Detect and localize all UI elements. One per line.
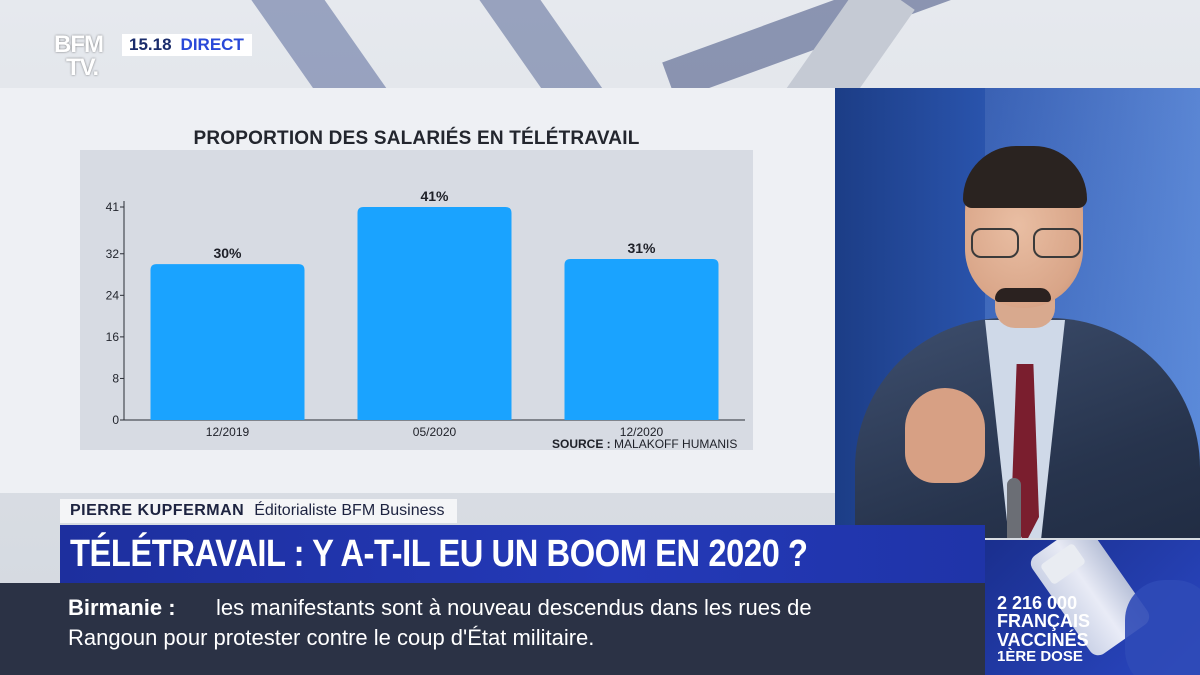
guest-name: PIERRE KUPFERMAN bbox=[70, 502, 245, 519]
data-label: 30% bbox=[213, 245, 242, 261]
y-tick-label: 16 bbox=[106, 330, 120, 344]
bar bbox=[564, 258, 719, 420]
ticker-topic-label: Birmanie bbox=[68, 595, 163, 620]
glove-icon bbox=[1125, 580, 1200, 675]
glasses-icon bbox=[971, 228, 1083, 258]
glasses-lens bbox=[1033, 228, 1081, 258]
logo-text-top: BFM bbox=[54, 31, 104, 58]
logo-text-bottom: TV. bbox=[66, 54, 99, 81]
bar bbox=[357, 207, 512, 420]
presenter-hand bbox=[905, 388, 985, 483]
y-tick-label: 8 bbox=[112, 371, 119, 385]
news-ticker: Birmanie : les manifestants sont à nouve… bbox=[0, 583, 985, 675]
chart-title: PROPORTION DES SALARIÉS EN TÉLÉTRAVAIL bbox=[193, 128, 640, 149]
clock-time: 15.18 bbox=[122, 34, 179, 56]
glasses-lens bbox=[971, 228, 1019, 258]
chart-source-prefix: SOURCE : bbox=[552, 437, 611, 451]
bar bbox=[150, 264, 305, 420]
ticker-topic: Birmanie : bbox=[68, 595, 176, 621]
headline-banner: TÉLÉTRAVAIL : Y A-T-IL EU UN BOOM EN 202… bbox=[60, 525, 985, 583]
y-tick-label: 32 bbox=[106, 247, 120, 261]
y-tick-label: 0 bbox=[112, 413, 119, 427]
vaccine-count: 2 216 000 bbox=[997, 593, 1078, 613]
x-tick-label: 12/2019 bbox=[206, 425, 250, 439]
presenter-moustache bbox=[995, 288, 1051, 302]
guest-role: Éditorialiste BFM Business bbox=[254, 502, 445, 519]
guest-caption: PIERRE KUPFERMAN Éditorialiste BFM Busin… bbox=[60, 499, 457, 523]
x-tick-label: 12/2020 bbox=[620, 425, 664, 439]
y-tick-label: 41 bbox=[106, 200, 120, 214]
chart-card: PROPORTION DES SALARIÉS EN TÉLÉTRAVAIL 0… bbox=[0, 88, 835, 493]
headline-text: TÉLÉTRAVAIL : Y A-T-IL EU UN BOOM EN 202… bbox=[70, 533, 808, 575]
chart-source-name: MALAKOFF HUMANIS bbox=[614, 437, 738, 451]
vaccine-label: FRANÇAIS VACCINÉS bbox=[997, 612, 1090, 650]
presenter-video bbox=[835, 88, 1200, 538]
bfm-tv-logo: BFM TV. bbox=[54, 33, 116, 83]
x-tick-label: 05/2020 bbox=[413, 425, 457, 439]
chart-source: SOURCE : MALAKOFF HUMANIS bbox=[552, 437, 737, 451]
data-label: 41% bbox=[420, 188, 449, 204]
clock-badge: 15.18 DIRECT bbox=[122, 34, 252, 56]
ticker-separator: : bbox=[168, 595, 176, 620]
bar-chart: 0 8 16 24 32 41 30% 12/2019 41% 05/2020 31% 12/2020 bbox=[106, 188, 745, 439]
vaccine-label-line-1: FRANÇAIS bbox=[997, 611, 1090, 631]
vaccine-label-line-2: VACCINÉS bbox=[997, 630, 1089, 650]
y-tick-label: 24 bbox=[106, 288, 120, 302]
vaccine-dose: 1ÈRE DOSE bbox=[997, 648, 1083, 665]
vaccine-counter: 2 216 000 FRANÇAIS VACCINÉS 1ÈRE DOSE bbox=[985, 540, 1200, 675]
presenter-hair bbox=[963, 146, 1087, 208]
live-label: DIRECT bbox=[178, 34, 252, 56]
ticker-text-line-2: Rangoun pour protester contre le coup d'… bbox=[68, 625, 595, 650]
microphone-icon bbox=[1007, 478, 1021, 538]
ticker-text-line-1: les manifestants sont à nouveau descendu… bbox=[216, 595, 812, 620]
data-label: 31% bbox=[627, 240, 656, 256]
